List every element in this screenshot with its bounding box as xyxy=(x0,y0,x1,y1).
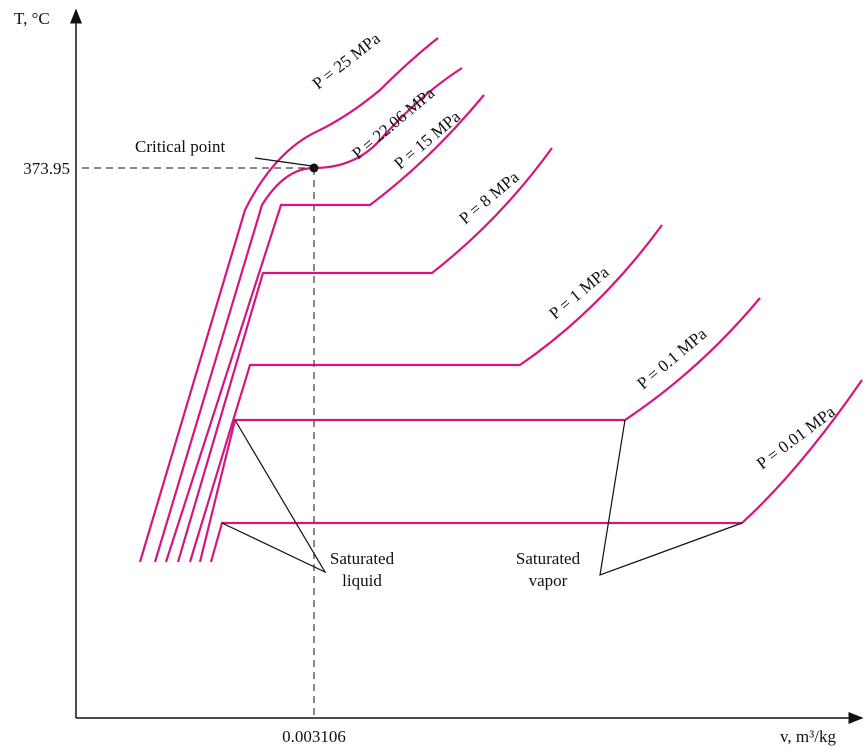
leader xyxy=(221,419,327,574)
leader xyxy=(599,419,743,576)
annotation: vapor xyxy=(529,571,568,590)
y-axis-label: T, °C xyxy=(14,9,50,28)
isobar xyxy=(153,67,463,563)
isobar xyxy=(176,147,553,563)
isobar xyxy=(198,297,761,563)
isobar-label: P = 0.01 MPa xyxy=(753,402,839,473)
isobar-label: P = 0.1 MPa xyxy=(633,324,710,393)
isobar-label: P = 25 MPa xyxy=(309,28,384,93)
critical-label: Critical point xyxy=(135,137,225,156)
critical-temperature: 373.95 xyxy=(23,159,70,178)
annotation: Saturated xyxy=(330,549,395,568)
isobar xyxy=(188,224,663,563)
annotation: liquid xyxy=(342,571,382,590)
isobar xyxy=(209,379,863,563)
leader xyxy=(254,157,313,167)
critical-point xyxy=(309,163,319,173)
isobar xyxy=(138,37,439,563)
isobar xyxy=(164,94,485,563)
critical-volume: 0.003106 xyxy=(282,727,346,746)
x-axis-label: v, m³/kg xyxy=(780,727,836,746)
annotation: Saturated xyxy=(516,549,581,568)
isobar-label: P = 1 MPa xyxy=(545,262,613,323)
